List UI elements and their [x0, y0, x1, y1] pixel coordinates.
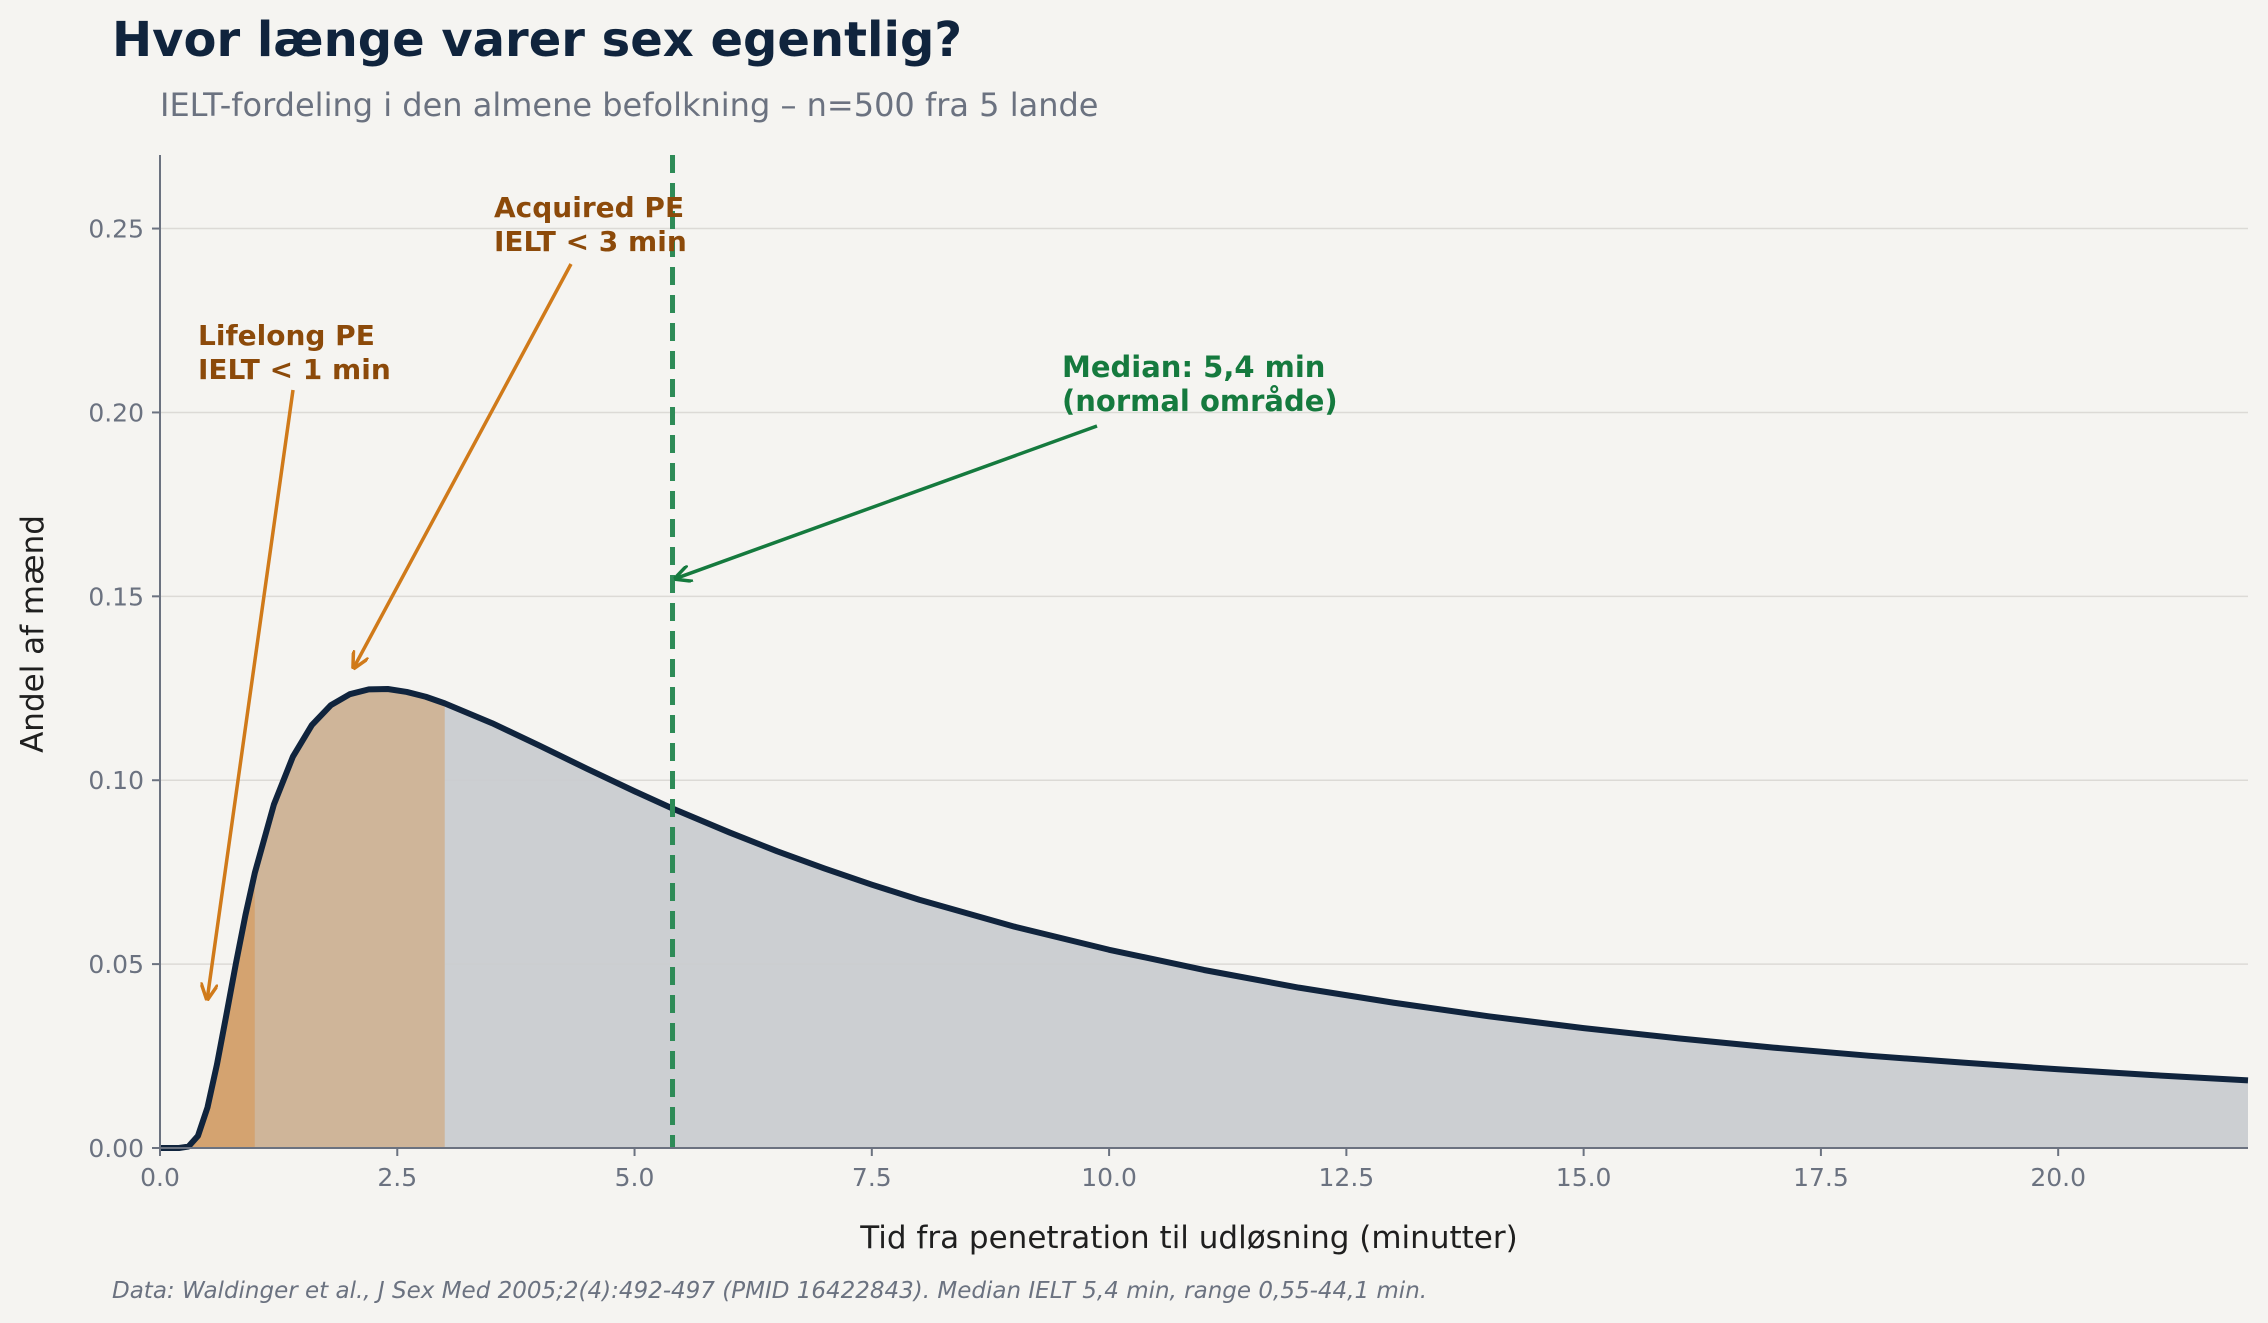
x-tick-label: 2.5 [377, 1163, 417, 1192]
x-tick-label: 5.0 [615, 1163, 655, 1192]
chart-title: Hvor længe varer sex egentlig? [112, 12, 962, 68]
x-tick-label: 15.0 [1556, 1163, 1612, 1192]
y-tick-label: 0.25 [88, 215, 144, 244]
density-curve [160, 686, 2249, 1151]
y-tick-label: 0.15 [88, 582, 144, 611]
x-tick-label: 20.0 [2030, 1163, 2086, 1192]
area-fill-acquired-pe [254, 689, 445, 1148]
x-tick-label: 10.0 [1081, 1163, 1137, 1192]
annotation-acquired-pe-arrow [355, 263, 573, 666]
y-tick-label: 0.10 [88, 766, 144, 795]
y-axis-label: Andel af mænd [15, 515, 51, 753]
annotation-acquired-pe-line1: Acquired PE [494, 191, 684, 224]
annotation-lifelong-pe-line2: IELT < 1 min [198, 353, 391, 386]
annotation-median-line1: Median: 5,4 min [1062, 350, 1325, 384]
x-axis-label: Tid fra penetration til udløsning (minut… [859, 1220, 1517, 1256]
annotation-lifelong-pe-line1: Lifelong PE [198, 319, 375, 352]
area-fills [160, 689, 2248, 1148]
x-tick-label: 12.5 [1319, 1163, 1375, 1192]
density-curve-layer [160, 686, 2249, 1151]
chart-subtitle: IELT-fordeling i den almene befolkning –… [160, 86, 1098, 124]
area-fill-total [160, 689, 2248, 1148]
x-tick-label: 0.0 [140, 1163, 180, 1192]
x-tick-label: 17.5 [1793, 1163, 1849, 1192]
annotation-lifelong-pe-arrow [207, 389, 295, 997]
annotation-median-arrow [677, 424, 1098, 578]
area-fill-lifelong-pe [160, 872, 255, 1148]
tick-labels: 0.0 2.5 5.0 7.5 10.0 12.5 15.0 17.5 20.0 0.00 0.05… [88, 215, 2086, 1192]
source-footnote: Data: Waldinger et al., J Sex Med 2005;2… [112, 1278, 1427, 1304]
y-tick-label: 0.05 [88, 950, 144, 979]
axes [152, 155, 2248, 1156]
y-tick-label: 0.00 [88, 1134, 144, 1163]
y-tick-label: 0.20 [88, 398, 144, 427]
annotation-median-line2: (normal område) [1062, 384, 1338, 418]
x-tick-label: 7.5 [852, 1163, 892, 1192]
annotation-acquired-pe-line2: IELT < 3 min [494, 225, 687, 258]
